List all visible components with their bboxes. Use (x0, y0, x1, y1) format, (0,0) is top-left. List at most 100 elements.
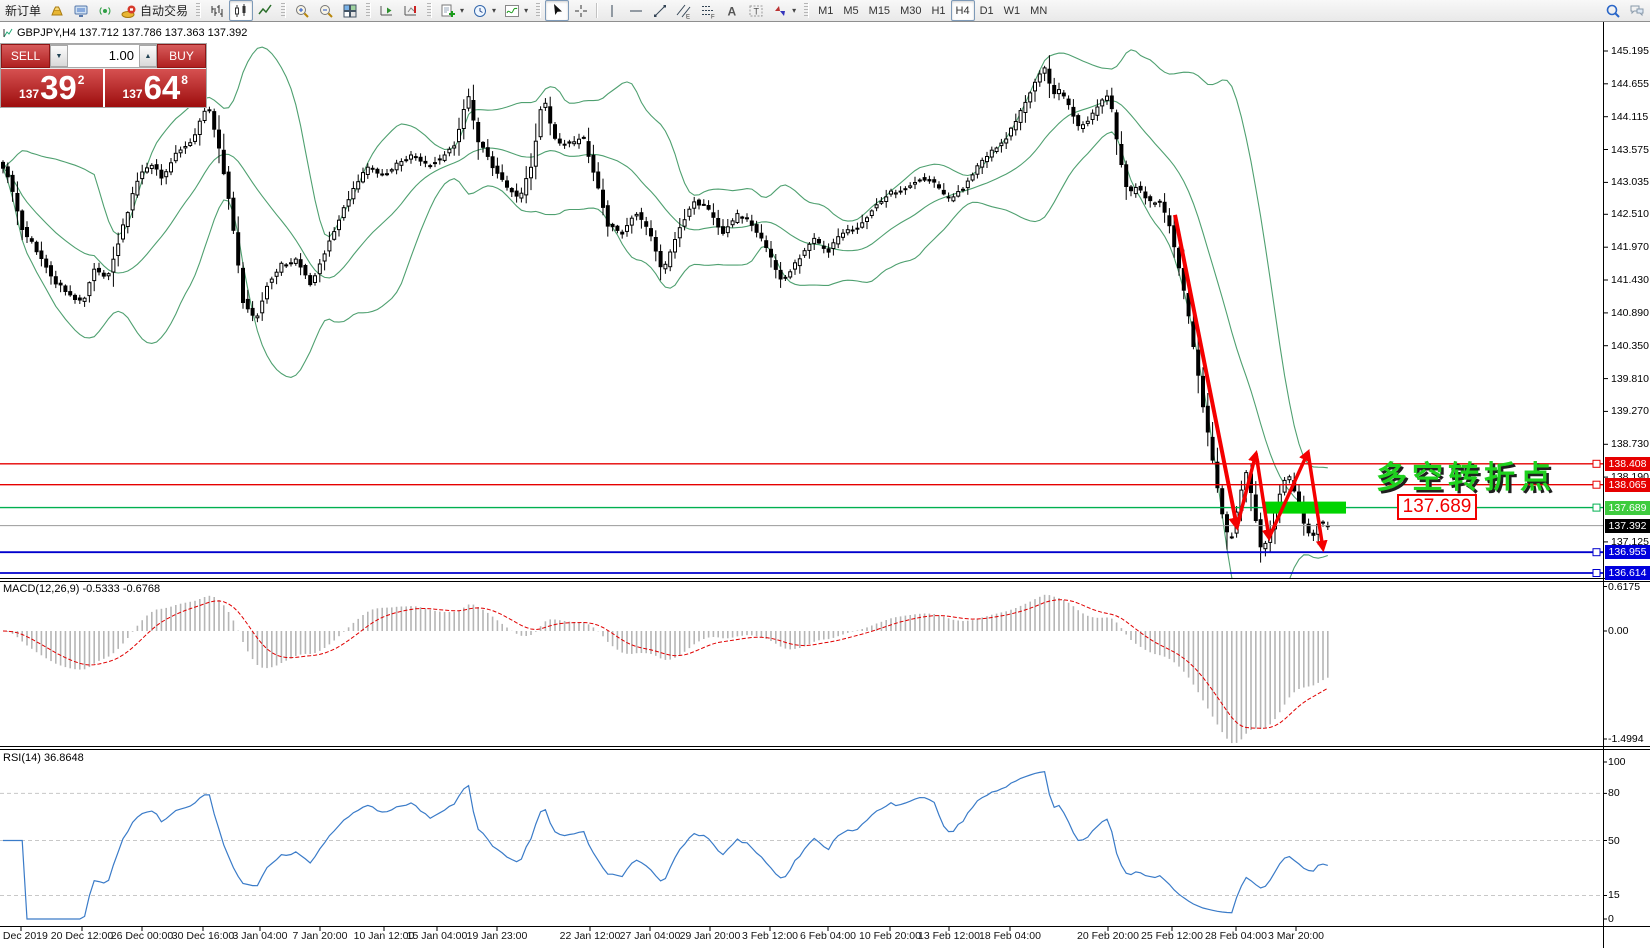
tf-mn-button[interactable]: MN (1030, 4, 1048, 17)
autotrading-label: 自动交易 (140, 4, 189, 18)
vertical-line-icon (604, 3, 620, 19)
sell-button[interactable]: SELL (1, 44, 50, 68)
macd-pane[interactable] (0, 582, 1603, 746)
arrows-tool-icon (772, 3, 788, 19)
equidistant-channel-icon: E (676, 3, 692, 19)
fibonacci-icon: F (700, 3, 716, 19)
chart-shift-icon (379, 3, 395, 19)
tf-w1-button[interactable]: W1 (1003, 4, 1021, 17)
quote-line: GBPJPY,H4 137.712 137.786 137.363 137.39… (3, 27, 247, 39)
chart-shift-button[interactable] (375, 0, 399, 21)
toolbar-grip (196, 3, 202, 18)
cursor-icon (549, 3, 565, 19)
dropdown-caret-icon: ▾ (492, 6, 497, 15)
new-chart-icon (440, 3, 456, 19)
macd-indicator-label: MACD(12,26,9) -0.5333 -0.6768 (3, 583, 161, 595)
autotrading-button[interactable]: 自动交易 (117, 0, 192, 21)
sell-price[interactable]: 137 39 2 (1, 69, 103, 107)
cursor-tool-button[interactable] (545, 0, 570, 21)
vertical-line-tool-button[interactable] (600, 0, 624, 21)
period-button[interactable]: ▾ (468, 0, 500, 21)
dropdown-caret-icon: ▾ (524, 6, 529, 15)
price-axis[interactable] (1603, 23, 1650, 926)
buy-price[interactable]: 137 64 8 (104, 69, 206, 107)
fibonacci-tool-button[interactable]: F (696, 0, 720, 21)
svg-text:F: F (711, 14, 715, 19)
gold-icon (49, 3, 65, 19)
tf-h1-button[interactable]: H1 (931, 4, 946, 17)
volume-down-button[interactable]: ▼ (50, 45, 68, 67)
channel-tool-button[interactable]: E (672, 0, 696, 21)
tf-m1-button[interactable]: M1 (818, 4, 834, 17)
rsi-indicator-label: RSI(14) 36.8648 (3, 752, 84, 764)
clock-icon (472, 3, 488, 19)
text-tool-button[interactable]: A (720, 0, 744, 21)
toolbar-grip (366, 3, 372, 18)
signal-icon (97, 3, 113, 19)
zoom-out-button[interactable] (314, 0, 338, 21)
toolbar: 新订单 自动交易 ▾ ▾ ▾ (0, 0, 1650, 22)
candlestick-chart-button[interactable] (229, 0, 254, 21)
main-chart-pane[interactable] (0, 23, 1603, 578)
svg-text:E: E (686, 14, 690, 19)
tf-d1-button[interactable]: D1 (979, 4, 994, 17)
horizontal-line-tool-button[interactable] (624, 0, 648, 21)
zoom-in-icon (294, 3, 310, 19)
zoom-out-icon (318, 3, 334, 19)
chart-symbol-icon (3, 28, 13, 38)
sell-price-big: 39 (40, 69, 77, 106)
buy-price-pip: 8 (181, 73, 188, 87)
quote-text: GBPJPY,H4 137.712 137.786 137.363 137.39… (17, 27, 248, 39)
toolbar-grip (427, 3, 433, 18)
toolbar-grip (536, 3, 542, 18)
volume-up-button[interactable]: ▲ (139, 45, 157, 67)
tf-m15-button[interactable]: M15 (868, 4, 891, 17)
sell-price-base: 137 (19, 87, 40, 101)
terminal-button[interactable] (69, 0, 93, 21)
crosshair-tool-button[interactable] (569, 0, 593, 21)
volume-input[interactable]: 1.00 (108, 48, 134, 63)
dropdown-caret-icon: ▾ (460, 6, 465, 15)
rsi-pane[interactable] (0, 750, 1603, 926)
buy-price-big: 64 (143, 69, 181, 106)
terminal-icon (73, 3, 89, 19)
line-chart-icon (257, 3, 273, 19)
turning-point-annotation[interactable]: 多空转折点 (1376, 460, 1556, 495)
arrows-tool-button[interactable]: ▾ (768, 0, 800, 21)
tf-m5-button[interactable]: M5 (843, 4, 859, 17)
sell-price-pip: 2 (77, 73, 85, 87)
toolbar-separator (596, 3, 598, 18)
auto-scroll-icon (403, 3, 419, 19)
gold-button[interactable] (45, 0, 69, 21)
tf-h4-button[interactable]: H4 (950, 0, 975, 21)
new-order-label: 新订单 (5, 4, 42, 18)
zoom-in-button[interactable] (290, 0, 314, 21)
autotrading-icon (121, 3, 137, 19)
candlestick-chart-icon (233, 3, 249, 19)
horizontal-line-icon (628, 3, 644, 19)
tile-windows-button[interactable] (338, 0, 362, 21)
bar-chart-button[interactable] (205, 0, 229, 21)
new-order-button[interactable]: 新订单 (1, 0, 45, 21)
trendline-tool-button[interactable] (648, 0, 672, 21)
search-icon[interactable] (1605, 3, 1621, 19)
time-axis[interactable] (0, 927, 1603, 948)
toolbar-grip (804, 3, 810, 18)
trendline-icon (652, 3, 668, 19)
chat-icon[interactable] (1629, 3, 1645, 19)
buy-button[interactable]: BUY (157, 44, 206, 68)
svg-text:T: T (754, 6, 760, 16)
new-chart-button[interactable]: ▾ (436, 0, 468, 21)
line-chart-button[interactable] (253, 0, 277, 21)
indicators-button[interactable]: ▾ (500, 0, 532, 21)
bar-chart-icon (209, 3, 225, 19)
toolbar-grip (281, 3, 287, 18)
signals-button[interactable] (93, 0, 117, 21)
label-tool-button[interactable]: T (744, 0, 768, 21)
svg-text:A: A (728, 4, 737, 18)
dropdown-caret-icon: ▾ (792, 6, 797, 15)
tf-m30-button[interactable]: M30 (900, 4, 922, 17)
price-tag-annotation[interactable]: 137.689 (1397, 494, 1477, 520)
tile-windows-icon (342, 3, 358, 19)
auto-scroll-button[interactable] (399, 0, 423, 21)
